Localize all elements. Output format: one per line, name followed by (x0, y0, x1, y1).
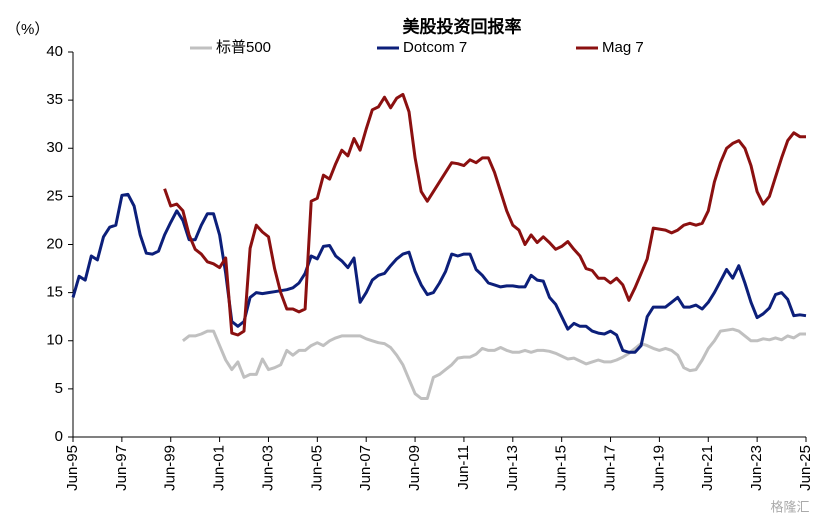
legend-label: Mag 7 (602, 39, 644, 56)
y-tick-label: 0 (55, 428, 63, 445)
x-tick-label: Jun-99 (162, 445, 179, 491)
x-tick-label: Jun-25 (797, 445, 814, 491)
y-tick-label: 15 (46, 284, 63, 301)
legend-label: Dotcom 7 (403, 39, 467, 56)
series-line (163, 92, 806, 337)
x-tick-label: Jun-97 (113, 445, 130, 491)
y-tick-label: 30 (46, 139, 63, 156)
x-tick-label: Jun-11 (455, 445, 472, 490)
x-tick-label: Jun-03 (259, 445, 276, 491)
y-tick-label: 10 (46, 332, 63, 349)
y-tick-label: 25 (46, 187, 63, 204)
x-tick-label: Jun-95 (64, 445, 81, 491)
y-tick-label: 20 (46, 235, 63, 252)
x-tick-label: Jun-15 (553, 445, 570, 491)
legend-label: 标普500 (216, 39, 271, 56)
x-tick-label: Jun-23 (748, 445, 765, 491)
x-tick-label: Jun-05 (308, 445, 325, 491)
y-tick-label: 40 (46, 43, 63, 60)
series-line (181, 327, 806, 400)
x-tick-label: Jun-19 (650, 445, 667, 491)
y-tick-label: 35 (46, 91, 63, 108)
x-tick-label: Jun-07 (357, 445, 374, 491)
x-tick-label: Jun-09 (406, 445, 423, 491)
x-tick-label: Jun-21 (699, 445, 716, 491)
series-line (71, 192, 807, 354)
x-tick-label: Jun-17 (602, 445, 619, 491)
x-tick-label: Jun-01 (211, 445, 228, 491)
chart-title: 美股投资回报率 (403, 16, 522, 36)
watermark: 格隆汇 (770, 499, 809, 514)
y-axis-label: （%） (6, 21, 49, 38)
y-tick-label: 5 (55, 380, 63, 397)
x-tick-label: Jun-13 (504, 445, 521, 491)
